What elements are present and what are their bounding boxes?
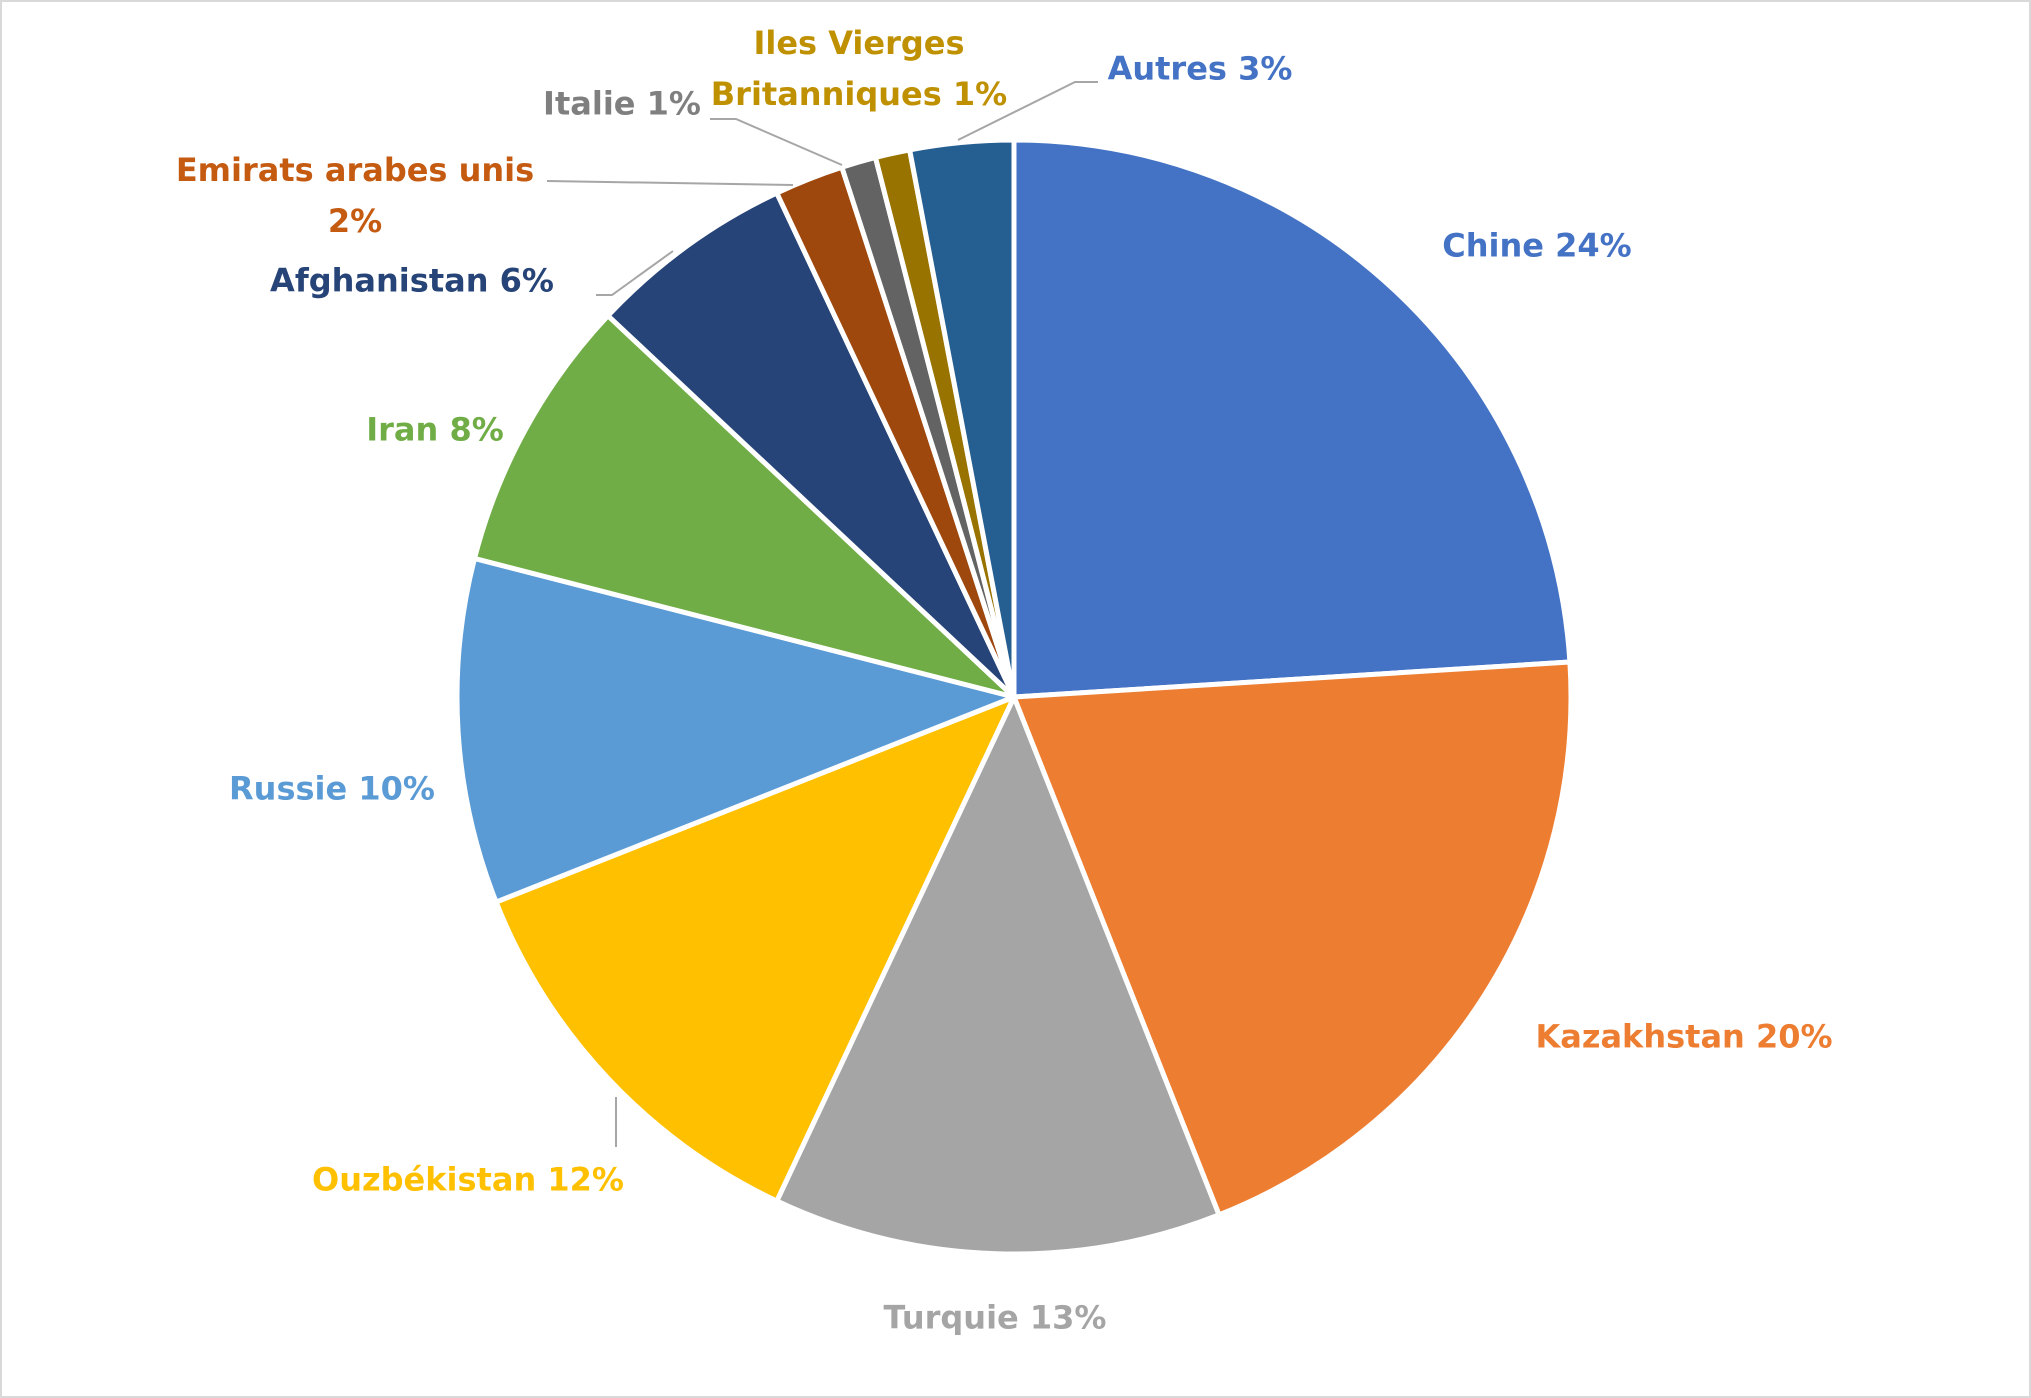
pie-slice	[907, 137, 1017, 700]
pie-slice	[471, 313, 1017, 700]
pie-slice	[454, 555, 1017, 905]
data-label: Russie 10%	[229, 763, 435, 814]
label-category: Turquie	[883, 1298, 1019, 1337]
data-label: Autres 3%	[1108, 43, 1293, 94]
data-label: Emirats arabes unis 2%	[175, 145, 535, 247]
label-value: 1%	[646, 84, 701, 123]
leader-line	[596, 250, 674, 296]
label-value: 13%	[1029, 1298, 1107, 1337]
data-label: Kazakhstan 20%	[1535, 1011, 1832, 1062]
label-value: 8%	[449, 410, 504, 449]
leader-line	[957, 81, 1098, 141]
label-category: Iles Vierges Britanniques	[710, 23, 965, 113]
leader-line	[546, 180, 794, 186]
label-category: Chine	[1442, 226, 1544, 265]
label-value: 6%	[499, 261, 554, 300]
label-category: Iran	[366, 410, 439, 449]
label-value: 24%	[1555, 226, 1632, 265]
pie	[454, 137, 1574, 1257]
pie-slice	[1011, 659, 1574, 1218]
label-value: 12%	[547, 1160, 624, 1199]
label-category: Emirats arabes unis	[175, 150, 535, 189]
leader-line	[710, 118, 843, 166]
data-label: Iles Vierges Britanniques 1%	[699, 18, 1019, 120]
label-category: Italie	[543, 84, 636, 123]
label-value: 1%	[952, 75, 1008, 113]
label-value: 3%	[1238, 49, 1293, 88]
data-label: Italie 1%	[543, 78, 701, 129]
label-category: Ouzbékistan	[312, 1160, 537, 1199]
label-category: Russie	[229, 769, 348, 808]
leader-lines	[546, 81, 1098, 1147]
data-label: Turquie 13%	[884, 1292, 1107, 1343]
pie-slice	[605, 190, 1017, 700]
label-value: 10%	[358, 769, 435, 808]
pie-slice	[493, 694, 1017, 1204]
label-category: Autres	[1107, 49, 1227, 88]
label-category: Afghanistan	[270, 261, 489, 300]
label-category: Kazakhstan	[1535, 1017, 1745, 1056]
data-label: Ouzbékistan 12%	[312, 1154, 624, 1205]
pie-slice	[1011, 137, 1573, 700]
pie-slice	[774, 694, 1222, 1257]
data-label: Iran 8%	[366, 404, 504, 455]
data-label: Chine 24%	[1442, 220, 1631, 271]
label-value: 2%	[327, 202, 383, 240]
data-label: Afghanistan 6%	[270, 255, 554, 306]
label-value: 20%	[1755, 1017, 1833, 1056]
